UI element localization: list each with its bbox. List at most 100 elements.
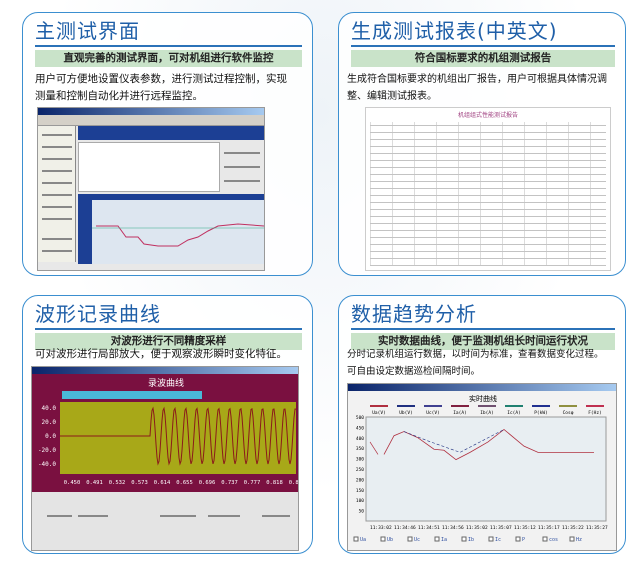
panel-title: 波形记录曲线 xyxy=(35,302,161,326)
desc-line: 分时记录机组运行数据，以时间为标准，查看数据变化过程。 xyxy=(347,349,604,360)
plot-area xyxy=(365,416,607,522)
button[interactable] xyxy=(208,515,240,517)
button[interactable] xyxy=(262,515,290,517)
y-tick-label: 50 xyxy=(359,509,365,515)
x-tick-label: 0.777 xyxy=(244,480,261,486)
x-tick-label: 0.737 xyxy=(221,480,238,486)
series-line xyxy=(403,429,505,453)
legend-label: Ia(A) xyxy=(453,410,467,416)
legend-swatch xyxy=(586,405,604,407)
checkbox-label: Ic xyxy=(495,537,501,543)
legend-label: Cosφ xyxy=(563,410,574,416)
checkbox-label: Ub xyxy=(387,537,393,543)
divider xyxy=(351,45,615,47)
y-tick-label: 250 xyxy=(356,467,364,473)
x-tick-label: 11:35:17 xyxy=(538,525,560,531)
x-tick-label: 0.450 xyxy=(64,480,81,486)
y-tick-label: 300 xyxy=(356,457,364,463)
x-tick-label: 11:34:46 xyxy=(394,525,416,531)
legend-label: Ub(V) xyxy=(399,410,413,416)
x-tick-label: 11:35:12 xyxy=(514,525,536,531)
x-tick-label: 0.491 xyxy=(86,480,103,486)
y-tick-label: 200 xyxy=(356,477,364,483)
legend-swatch xyxy=(451,405,469,407)
legend-label: Ic(A) xyxy=(507,410,521,416)
checkbox-label: cos xyxy=(549,537,558,543)
legend-swatch xyxy=(370,405,388,407)
y-tick-label: 40.0 xyxy=(42,405,57,412)
checkbox xyxy=(488,536,494,542)
y-tick-label: 20.0 xyxy=(42,419,57,426)
x-tick-label: 0.573 xyxy=(131,480,148,486)
checkbox xyxy=(434,536,440,542)
panel-title: 主测试界面 xyxy=(35,19,140,43)
checkbox xyxy=(353,536,359,542)
legend-label: Ib(A) xyxy=(480,410,494,416)
checkbox xyxy=(569,536,575,542)
report-title: 机组组式性能测试报告 xyxy=(457,112,518,119)
desc-line: 可自由设定数据巡检间隔时间。 xyxy=(347,366,481,377)
desc-line: 测量和控制自动化并进行远程监控。 xyxy=(35,90,203,102)
panel-subtitle: 直观完善的测试界面，可对机组进行软件监控 xyxy=(35,50,302,67)
x-tick-label: 11:34:56 xyxy=(442,525,464,531)
panel-report: 生成测试报表(中英文) 符合国标要求的机组测试报告 生成符合国标要求的机组出厂报… xyxy=(338,12,626,276)
y-tick-label: 150 xyxy=(356,488,364,494)
panel-subtitle: 符合国标要求的机组测试报告 xyxy=(351,50,615,67)
x-tick-label: 0.655 xyxy=(176,480,193,486)
panel-title: 生成测试报表(中英文) xyxy=(351,19,558,43)
legend-swatch xyxy=(397,405,415,407)
x-tick-label: 0.859 xyxy=(289,480,299,486)
waveform-chart: 录波曲线 40.0 20.0 0.0 -20.0 -40.0 0.450 0.491 0.532… xyxy=(32,374,299,492)
x-tick-label: 11:35:22 xyxy=(562,525,584,531)
y-tick-label: 100 xyxy=(356,498,364,504)
panel-waveform: 波形记录曲线 对波形进行不同精度采样 可对波形进行局部放大，便于观察波形瞬时变化… xyxy=(22,295,313,554)
legend-label: Ua(V) xyxy=(372,410,386,416)
desc-line: 整、编辑测试报表。 xyxy=(347,91,437,102)
desc-line: 用户可方便地设置仪表参数，进行测试过程控制，实现 xyxy=(35,73,287,85)
x-tick-label: 11:34:51 xyxy=(418,525,440,531)
legend-label: F(Hz) xyxy=(588,410,602,416)
legend-box xyxy=(62,391,202,399)
checkbox xyxy=(515,536,521,542)
checkbox-label: Ib xyxy=(468,537,474,543)
legend-swatch xyxy=(424,405,442,407)
desc-line: 可对波形进行局部放大，便于观察波形瞬时变化特征。 xyxy=(35,348,287,360)
x-tick-label: 11:33:02 xyxy=(370,525,392,531)
x-tick-label: 0.532 xyxy=(109,480,126,486)
button[interactable] xyxy=(78,515,108,517)
panel-main-test: 主测试界面 直观完善的测试界面，可对机组进行软件监控 用户可方便地设置仪表参数，… xyxy=(22,12,313,276)
checkbox xyxy=(461,536,467,542)
x-tick-label: 0.696 xyxy=(199,480,216,486)
legend-label: P(kW) xyxy=(534,410,548,416)
chart-title: 实时曲线 xyxy=(469,394,497,403)
main-trend-plot xyxy=(78,200,264,264)
x-tick-label: 11:35:02 xyxy=(466,525,488,531)
x-tick-label: 11:35:07 xyxy=(490,525,512,531)
panel-subtitle: 实时数据曲线，便于监测机组长时间运行状况 xyxy=(351,333,615,350)
panel-subtitle: 对波形进行不同精度采样 xyxy=(35,333,302,350)
legend-swatch xyxy=(478,405,496,407)
main-test-screenshot xyxy=(37,107,265,271)
x-tick-label: 0.818 xyxy=(266,480,283,486)
panel-trend: 数据趋势分析 实时数据曲线，便于监测机组长时间运行状况 分时记录机组运行数据，以… xyxy=(338,295,626,554)
trend-chart: 实时曲线 Ua(V) Ub(V) Uc(V) Ia(A) Ib(A) Ic(A) P(kW) C… xyxy=(348,391,616,550)
report-screenshot: 机组组式性能测试报告 xyxy=(365,107,611,271)
legend-label: Uc(V) xyxy=(426,410,440,416)
checkbox-label: Ia xyxy=(441,537,447,543)
channel-select[interactable] xyxy=(47,515,72,517)
series-line xyxy=(383,428,594,461)
checkbox-label: P xyxy=(522,537,525,543)
trend-screenshot: 实时曲线 Ua(V) Ub(V) Uc(V) Ia(A) Ib(A) Ic(A) P(kW) C… xyxy=(347,383,617,551)
divider xyxy=(35,328,302,330)
legend-swatch xyxy=(532,405,550,407)
checkbox-label: Ua xyxy=(360,537,366,543)
divider xyxy=(35,45,302,47)
button[interactable] xyxy=(160,515,196,517)
chart-title: 录波曲线 xyxy=(148,377,184,389)
checkbox-label: Hz xyxy=(576,537,582,543)
y-tick-label: -20.0 xyxy=(38,447,56,454)
checkbox xyxy=(380,536,386,542)
y-tick-label: -40.0 xyxy=(38,461,56,468)
y-tick-label: 450 xyxy=(356,425,364,431)
x-tick-label: 11:35:27 xyxy=(586,525,608,531)
